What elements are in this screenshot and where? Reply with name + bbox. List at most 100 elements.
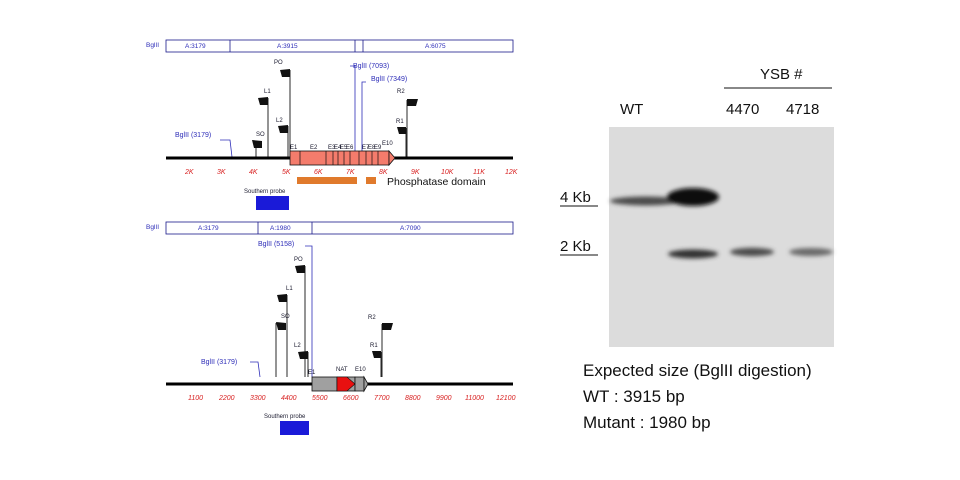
caption-line: Mutant : 1980 bp: [583, 413, 711, 432]
flag-icon: [278, 125, 288, 133]
mut-primer-label: SO: [281, 314, 290, 320]
mut-scale-ticks: 1100 2200 3300 4400 5500 6600 7700 8800 …: [188, 395, 516, 402]
mut-tick-label: 6600: [343, 395, 359, 402]
wt-scale-ticks: 2K 3K 4K 5K 6K 7K 8K 9K 10K 11K 12K: [184, 169, 518, 176]
wt-tick-label: 9K: [411, 169, 420, 176]
mut-cassette: [311, 375, 369, 393]
mutant-gene-map: BglII A:3179 A:1980 A:7090 BglII (5158) …: [146, 221, 516, 435]
lane-label: WT: [620, 101, 643, 118]
mut-tick-label: 1100: [188, 395, 203, 402]
mut-bglii-sites: BglII (5158) BglII (3179): [201, 241, 313, 378]
flag-icon: [298, 351, 308, 359]
wt-primer-label: SO: [256, 132, 265, 138]
phosphatase-domain-bar: [297, 177, 357, 184]
caption-line: WT : 3915 bp: [583, 387, 685, 406]
wt-exon-label: E6: [346, 145, 354, 151]
mut-tick-label: 12100: [496, 395, 516, 402]
flag-icon: [372, 351, 381, 358]
flag-icon: [258, 97, 268, 105]
wt-primers: PO L1 L2 SO R2 R1: [252, 60, 418, 157]
wt-bglii-site-label: BglII (7093): [353, 63, 389, 70]
mut-primer-label: PO: [294, 257, 303, 263]
wt-tick-label: 3K: [217, 169, 226, 176]
wt-exon-label: E3: [328, 145, 336, 151]
wt-exon-labels: E1 E2 E3 E4 E5 E6 E7 E8 E9 E10: [290, 141, 393, 151]
mut-probe-label: Southern probe: [264, 414, 306, 420]
mut-feature-label: E10: [355, 367, 366, 373]
wt-probe-label: Southern probe: [244, 189, 286, 195]
wt-gene-map: BglII A:3179 A:3915 A:6075 BglII (7093) …: [146, 39, 518, 210]
mut-header-left-label: BglII: [146, 224, 159, 231]
wt-exon-label: E9: [374, 145, 382, 151]
wt-header-segment: A:6075: [425, 43, 446, 50]
wt-bglii-site-label: BglII (7349): [371, 76, 407, 83]
wt-primer-label: PO: [274, 60, 283, 66]
mut-header-bar: BglII A:3179 A:1980 A:7090: [146, 221, 514, 235]
wt-exon-block: [289, 149, 396, 167]
mut-primer-label: R2: [368, 315, 376, 321]
wt-exon-label: E7: [362, 145, 370, 151]
lane-label: 4470: [726, 101, 759, 118]
flag-icon: [280, 69, 290, 77]
mut-tick-label: 4400: [281, 395, 297, 402]
mut-tick-label: 8800: [405, 395, 421, 402]
wt-tick-label: 11K: [473, 169, 485, 176]
mut-tick-label: 7700: [374, 395, 390, 402]
wt-tick-label: 7K: [346, 169, 355, 176]
phosphatase-domain-label: Phosphatase domain: [387, 176, 486, 188]
wt-tick-label: 2K: [184, 169, 194, 176]
wt-exon-label: E1: [290, 145, 298, 151]
wt-header-segment: A:3179: [185, 43, 206, 50]
mut-tick-label: 5500: [312, 395, 328, 402]
flag-icon: [277, 294, 287, 302]
mut-bglii-site-label: BglII (5158): [258, 241, 294, 248]
mut-header-segment: A:1980: [270, 225, 291, 232]
marker-label: 2 Kb: [560, 238, 591, 255]
wt-header-bar: BglII A:3179 A:3915 A:6075: [146, 39, 514, 53]
wt-bglii-sites: BglII (7093) BglII (7349) BglII (3179): [175, 63, 407, 158]
caption-line: Expected size (BglII digestion): [583, 361, 812, 380]
phosphatase-domain-bar: [366, 177, 376, 184]
mut-primer-label: L1: [286, 286, 293, 292]
blot-group-label: YSB #: [760, 66, 803, 83]
mut-tick-label: 3300: [250, 395, 266, 402]
wt-bglii-site-label: BglII (3179): [175, 132, 211, 139]
wt-exon-label: E5: [340, 145, 348, 151]
mut-primers: PO L1 SO L2 R2 R1: [275, 257, 393, 377]
mut-tick-label: 9900: [436, 395, 452, 402]
flag-icon: [397, 127, 406, 134]
wt-tick-label: 10K: [441, 169, 454, 176]
wt-primer-label: L1: [264, 89, 271, 95]
southern-blot-panel: YSB # WT 4470 4718 4 Kb 2 Kb Expected si…: [560, 66, 834, 432]
wt-primer-label: R1: [396, 119, 404, 125]
mut-tick-label: 11000: [465, 395, 484, 402]
mut-header-segment: A:7090: [400, 225, 421, 232]
wt-header-segment: A:3915: [277, 43, 298, 50]
mut-feature-label: NAT: [336, 367, 348, 373]
wt-primer-label: R2: [397, 89, 405, 95]
wt-exon-label: E8: [368, 145, 376, 151]
wt-primer-label: L2: [276, 118, 283, 124]
nat-arrow-icon: [336, 376, 356, 392]
flag-icon: [407, 99, 418, 106]
flag-icon: [276, 322, 286, 330]
lane-label: 4718: [786, 101, 819, 118]
marker-label: 4 Kb: [560, 189, 591, 206]
flag-icon: [382, 323, 393, 330]
wt-tick-label: 5K: [282, 169, 291, 176]
wt-tick-label: 6K: [314, 169, 323, 176]
mut-southern-probe: [280, 421, 309, 435]
wt-tick-label: 4K: [249, 169, 258, 176]
wt-southern-probe: [256, 196, 289, 210]
wt-exon-label: E10: [382, 141, 393, 147]
mut-primer-label: L2: [294, 343, 301, 349]
mut-feature-label: E1: [308, 370, 316, 376]
wt-tick-label: 8K: [379, 169, 388, 176]
blot-bands: [610, 188, 833, 259]
mut-bglii-site-label: BglII (3179): [201, 359, 237, 366]
flag-icon: [252, 140, 262, 148]
mut-primer-label: R1: [370, 343, 378, 349]
mut-tick-label: 2200: [218, 395, 235, 402]
blot-membrane: [609, 127, 834, 347]
